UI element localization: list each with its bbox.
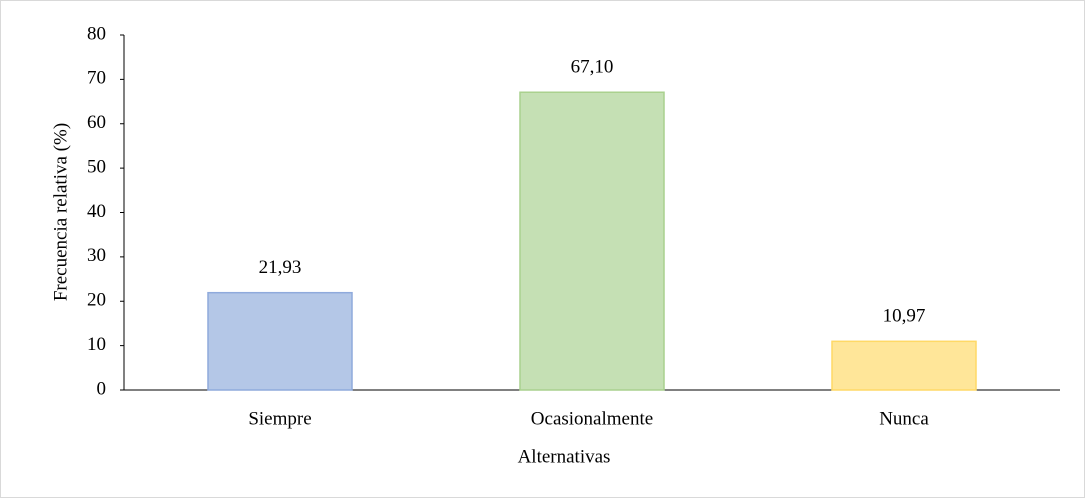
- x-tick-label: Nunca: [879, 408, 929, 429]
- bar: [207, 291, 353, 391]
- y-tick-label: 20: [87, 290, 106, 311]
- data-label: 21,93: [259, 257, 302, 278]
- x-axis-title: Alternativas: [518, 446, 611, 467]
- bar: [831, 340, 977, 391]
- x-tick-label: Siempre: [248, 408, 311, 429]
- y-tick-label: 0: [97, 378, 107, 399]
- y-tick-label: 50: [87, 156, 106, 177]
- x-tick-label: Ocasionalmente: [531, 408, 653, 429]
- y-axis-title: Frecuencia relativa (%): [50, 123, 71, 301]
- data-label: 10,97: [883, 306, 926, 327]
- y-tick-label: 80: [87, 23, 106, 44]
- y-tick-label: 60: [87, 112, 106, 133]
- y-tick-label: 30: [87, 245, 106, 266]
- y-tick-label: 70: [87, 68, 106, 89]
- bar: [519, 91, 665, 391]
- data-label: 67,10: [571, 57, 614, 78]
- y-tick-label: 10: [87, 334, 106, 355]
- y-tick-label: 40: [87, 201, 106, 222]
